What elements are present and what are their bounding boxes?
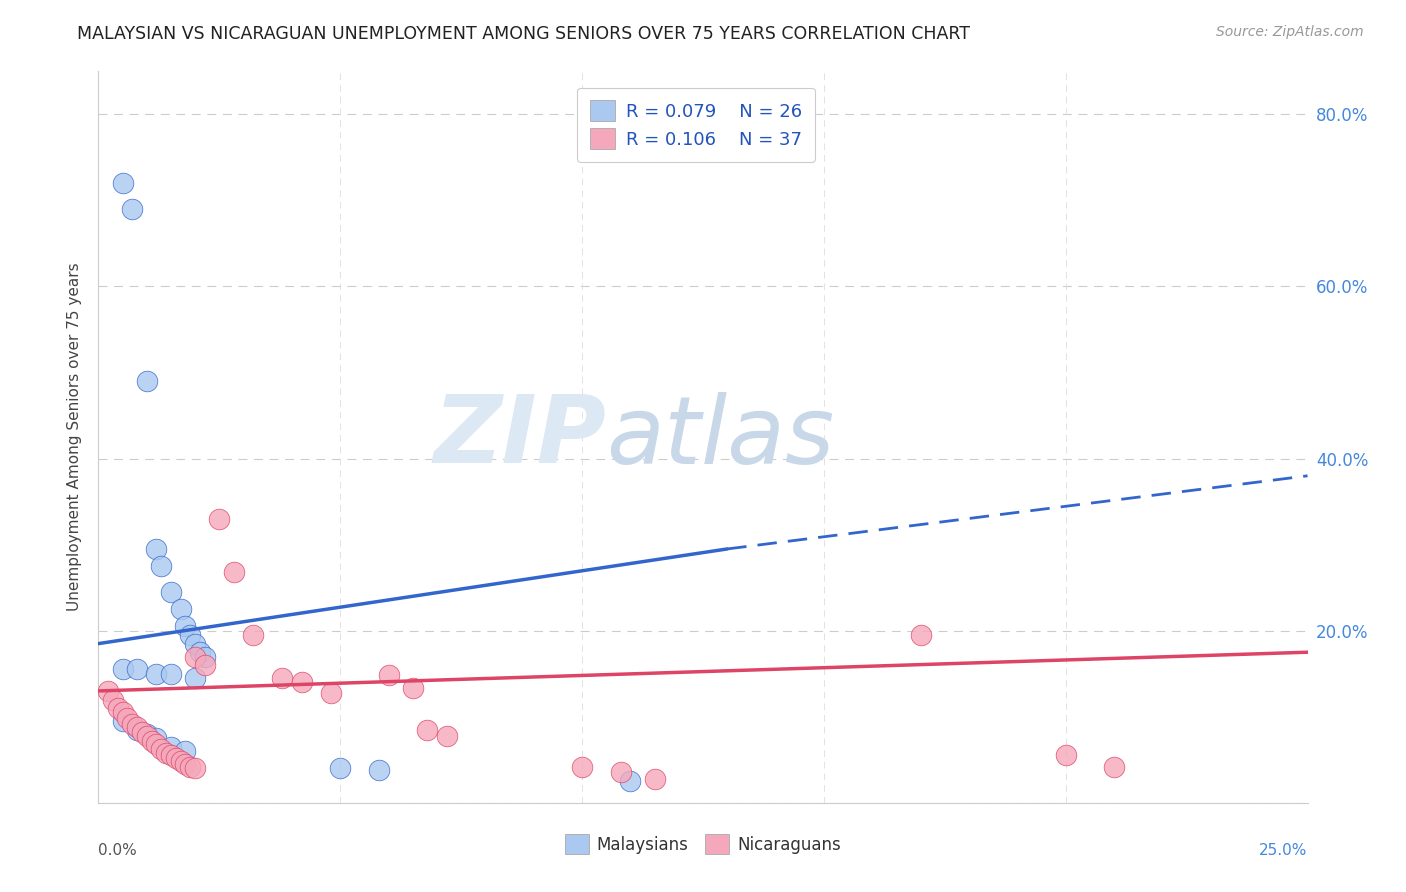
Point	[135, 374, 157, 388]
Legend: Malaysians, Nicaraguans: Malaysians, Nicaraguans	[558, 828, 848, 860]
Point	[194, 649, 217, 664]
Point	[111, 662, 134, 676]
Point	[910, 628, 932, 642]
Point	[127, 723, 149, 737]
Point	[160, 748, 183, 763]
Point	[184, 761, 207, 775]
Point	[111, 176, 134, 190]
Point	[145, 666, 167, 681]
Point	[145, 731, 167, 746]
Point	[174, 757, 197, 772]
Point	[1054, 748, 1077, 763]
Point	[184, 649, 207, 664]
Text: Source: ZipAtlas.com: Source: ZipAtlas.com	[1216, 25, 1364, 39]
Point	[377, 668, 399, 682]
Point	[644, 772, 666, 786]
Point	[169, 602, 191, 616]
Point	[141, 734, 163, 748]
Point	[160, 666, 183, 681]
Point	[174, 619, 197, 633]
Point	[121, 716, 143, 731]
Point	[436, 729, 458, 743]
Point	[1102, 759, 1125, 773]
Point	[97, 684, 120, 698]
Point	[145, 541, 167, 556]
Point	[179, 628, 201, 642]
Point	[117, 711, 139, 725]
Point	[368, 763, 391, 777]
Point	[135, 727, 157, 741]
Text: MALAYSIAN VS NICARAGUAN UNEMPLOYMENT AMONG SENIORS OVER 75 YEARS CORRELATION CHA: MALAYSIAN VS NICARAGUAN UNEMPLOYMENT AMO…	[77, 25, 970, 43]
Text: 0.0%: 0.0%	[98, 843, 138, 858]
Point	[222, 565, 245, 579]
Point	[135, 729, 157, 743]
Point	[127, 720, 149, 734]
Point	[160, 739, 183, 754]
Point	[111, 714, 134, 728]
Point	[194, 658, 217, 673]
Point	[165, 751, 187, 765]
Point	[610, 764, 633, 779]
Point	[402, 681, 425, 696]
Point	[174, 744, 197, 758]
Text: atlas: atlas	[606, 392, 835, 483]
Text: ZIP: ZIP	[433, 391, 606, 483]
Point	[111, 706, 134, 720]
Point	[571, 759, 593, 773]
Point	[319, 686, 342, 700]
Point	[208, 512, 231, 526]
Point	[107, 701, 129, 715]
Point	[160, 585, 183, 599]
Point	[131, 725, 153, 739]
Point	[150, 559, 173, 574]
Point	[169, 755, 191, 769]
Point	[184, 637, 207, 651]
Text: 25.0%: 25.0%	[1260, 843, 1308, 858]
Point	[619, 774, 641, 789]
Point	[329, 761, 352, 775]
Point	[184, 671, 207, 685]
Point	[271, 671, 294, 685]
Point	[121, 202, 143, 216]
Point	[242, 628, 264, 642]
Point	[188, 645, 211, 659]
Point	[150, 742, 173, 756]
Point	[127, 662, 149, 676]
Point	[179, 759, 201, 773]
Point	[290, 675, 312, 690]
Point	[416, 723, 439, 737]
Point	[101, 692, 124, 706]
Point	[155, 746, 177, 760]
Y-axis label: Unemployment Among Seniors over 75 years: Unemployment Among Seniors over 75 years	[67, 263, 83, 611]
Point	[145, 737, 167, 751]
